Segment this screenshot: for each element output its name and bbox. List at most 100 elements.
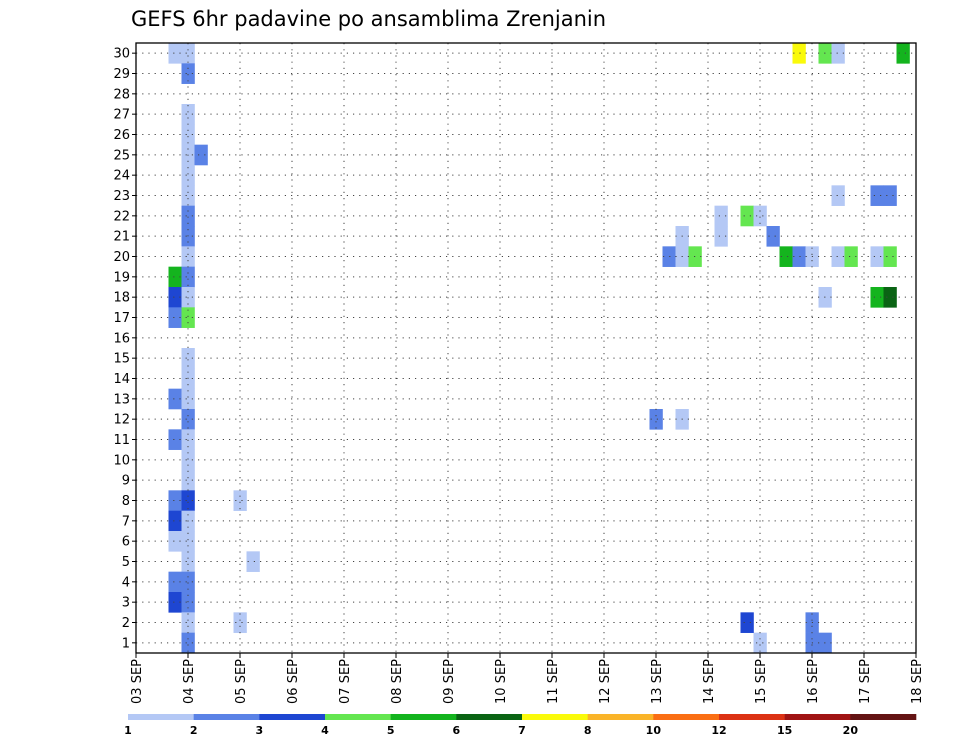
chart-title: GEFS 6hr padavine po ansamblima Zrenjani…	[131, 7, 606, 31]
heatmap-cell	[168, 388, 182, 410]
heatmap-cell	[181, 571, 195, 593]
heatmap-cell	[792, 246, 806, 267]
heatmap-cell	[181, 307, 195, 328]
legend-label: 1	[124, 724, 132, 737]
heatmap-cell	[168, 43, 182, 64]
heatmap-cell	[844, 246, 858, 267]
heatmap-cell	[181, 470, 195, 491]
heatmap-cell	[181, 43, 195, 64]
y-tick-label: 3	[122, 596, 130, 611]
x-tick-label: 17 SEP	[858, 659, 873, 704]
y-tick-label: 8	[122, 494, 130, 509]
heatmap-cell	[181, 429, 195, 450]
heatmap-cell	[168, 531, 182, 552]
y-tick-label: 7	[122, 514, 130, 529]
x-tick-label: 08 SEP	[390, 659, 405, 704]
heatmap-cell	[181, 205, 195, 227]
legend-swatch	[587, 714, 654, 720]
heatmap-cell	[766, 226, 780, 247]
y-tick-label: 25	[113, 148, 130, 163]
y-tick-label: 12	[113, 413, 130, 428]
y-tick-label: 20	[113, 250, 130, 265]
x-tick-label: 11 SEP	[546, 659, 561, 704]
heatmap-cell	[181, 104, 195, 125]
x-tick-label: 06 SEP	[286, 659, 301, 704]
legend-label: 2	[190, 724, 198, 737]
y-tick-label: 2	[122, 616, 130, 631]
heatmap-cell	[168, 287, 182, 308]
y-tick-label: 23	[113, 189, 130, 204]
y-tick-label: 18	[113, 291, 130, 306]
heatmap-cell	[233, 612, 247, 633]
legend-swatch	[456, 714, 523, 720]
y-tick-label: 24	[113, 169, 130, 184]
legend-label: 5	[387, 724, 395, 737]
x-tick-label: 18 SEP	[910, 659, 925, 704]
heatmap-cell	[181, 409, 195, 430]
heatmap-cell	[181, 551, 195, 572]
legend-swatch	[325, 714, 391, 720]
heatmap-cell	[740, 205, 754, 227]
x-tick-label: 12 SEP	[598, 659, 613, 704]
legend-label: 20	[843, 724, 859, 737]
y-tick-label: 16	[113, 331, 130, 346]
y-tick-label: 15	[113, 352, 130, 367]
heatmap-cells	[168, 43, 910, 654]
heatmap-cell	[753, 205, 767, 227]
heatmap-cell	[168, 307, 182, 328]
heatmap-cell	[181, 592, 195, 613]
y-tick-label: 14	[113, 372, 130, 387]
heatmap-cell	[168, 510, 182, 532]
heatmap-cell	[246, 551, 260, 572]
legend-swatch	[390, 714, 457, 720]
heatmap-cell	[181, 266, 195, 288]
legend-swatch	[784, 714, 851, 720]
legend-label: 10	[646, 724, 662, 737]
x-axis: 03 SEP 04 SEP 05 SEP 06 SEP 07 SEP 08 SEP 09 S…	[130, 653, 925, 704]
y-tick-label: 22	[113, 209, 130, 224]
x-tick-label: 15 SEP	[754, 659, 769, 704]
heatmap-cell	[883, 287, 897, 308]
legend-label: 8	[584, 724, 592, 737]
heatmap-cell	[194, 144, 208, 166]
heatmap-cell	[181, 449, 195, 471]
heatmap-cell	[168, 429, 182, 450]
heatmap-cell	[181, 388, 195, 410]
heatmap-cell	[181, 185, 195, 206]
y-tick-label: 4	[122, 575, 130, 590]
x-tick-label: 09 SEP	[442, 659, 457, 704]
heatmap-cell	[740, 612, 754, 633]
heatmap-cell	[883, 246, 897, 267]
y-tick-label: 11	[113, 433, 130, 448]
x-tick-label: 16 SEP	[806, 659, 821, 704]
heatmap-cell	[662, 246, 676, 267]
heatmap-cell	[181, 165, 195, 186]
y-tick-label: 9	[122, 474, 130, 489]
heatmap-cell	[714, 226, 728, 247]
heatmap-cell	[181, 490, 195, 511]
y-tick-label: 19	[113, 270, 130, 285]
y-tick-label: 21	[113, 230, 130, 245]
heatmap-cell	[168, 490, 182, 511]
heatmap-cell	[870, 185, 884, 206]
heatmap-cell	[870, 246, 884, 267]
legend-swatch	[259, 714, 326, 720]
legend-swatch	[193, 714, 260, 720]
y-tick-label: 17	[113, 311, 130, 326]
heatmap-cell	[714, 205, 728, 227]
heatmap-cell	[181, 124, 195, 145]
y-tick-label: 27	[113, 108, 130, 123]
x-tick-label: 03 SEP	[130, 659, 145, 704]
heatmap-cell	[181, 348, 195, 369]
x-tick-label: 05 SEP	[234, 659, 249, 704]
heatmap-cell	[181, 63, 195, 84]
heatmap-cell	[870, 287, 884, 308]
y-tick-label: 26	[113, 128, 130, 143]
x-tick-label: 04 SEP	[182, 659, 197, 704]
y-tick-label: 5	[122, 555, 130, 570]
y-tick-label: 13	[113, 392, 130, 407]
heatmap-cell	[181, 612, 195, 633]
y-tick-label: 10	[113, 453, 130, 468]
legend-label: 12	[711, 724, 726, 737]
